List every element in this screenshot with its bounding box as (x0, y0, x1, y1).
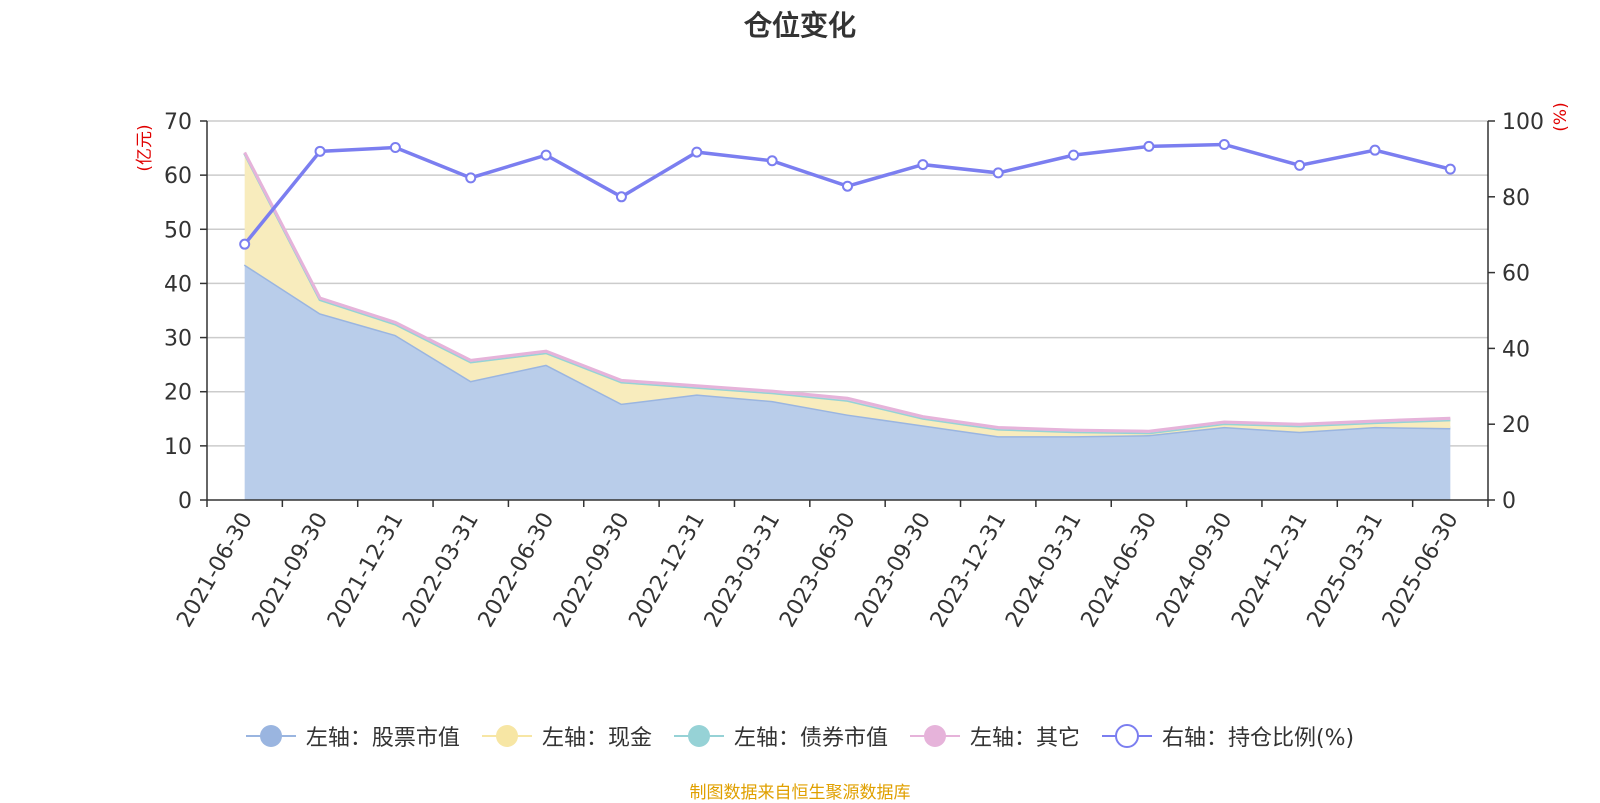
left-axis-unit: (亿元) (135, 124, 155, 171)
x-tick-label: 2024-09-30 (1152, 509, 1238, 632)
legend-item[interactable]: 左轴：债券市值 (673, 720, 888, 752)
area-edge-左轴：其它 (243, 151, 1451, 433)
left-tick-label: 20 (164, 381, 192, 406)
holding-ratio-point (540, 149, 552, 161)
right-tick-label: 60 (1502, 262, 1530, 287)
holding-ratio-point (1218, 138, 1230, 150)
x-tick-label: 2024-12-31 (1227, 509, 1313, 632)
legend-label: 左轴：其它 (969, 726, 1080, 751)
left-tick-label: 40 (164, 272, 192, 297)
left-tick-label: 70 (164, 110, 192, 135)
holding-ratio-point (615, 191, 627, 203)
left-tick-label: 10 (164, 435, 192, 460)
holding-ratio-point (239, 238, 251, 250)
x-tick-label: 2022-12-31 (624, 509, 710, 632)
legend-swatch (245, 725, 296, 747)
area-左轴：股票市值 (244, 264, 1451, 500)
holding-ratio-point (842, 180, 853, 192)
legend-swatch (909, 725, 960, 747)
right-axis-unit: (%) (1551, 102, 1571, 131)
x-tick-label: 2024-03-31 (1001, 509, 1087, 632)
legend-item[interactable]: 左轴：股票市值 (245, 720, 460, 752)
legend-swatch (1101, 724, 1152, 748)
legend-label: 左轴：债券市值 (733, 726, 888, 751)
left-tick-label: 30 (164, 327, 192, 352)
x-tick-label: 2021-12-31 (323, 508, 409, 631)
line-layer (239, 138, 1456, 250)
holding-ratio-point (1444, 163, 1456, 175)
right-tick-label: 0 (1502, 489, 1516, 514)
right-tick-label: 100 (1502, 110, 1544, 135)
legend-swatch (481, 725, 532, 747)
holding-ratio-point (766, 155, 778, 167)
legend-item[interactable]: 左轴：其它 (909, 720, 1080, 752)
x-tick-label: 2021-06-30 (172, 509, 258, 632)
holding-ratio-point (1143, 140, 1155, 152)
x-tick-label: 2022-09-30 (549, 509, 635, 632)
x-tick-label: 2021-09-30 (248, 509, 334, 632)
legend-label: 右轴：持仓比例(%) (1161, 726, 1355, 751)
holding-ratio-point (917, 159, 929, 171)
x-tick-label: 2023-12-31 (926, 508, 1012, 631)
legend-label: 左轴：股票市值 (305, 726, 460, 751)
holding-ratio-point (465, 172, 477, 184)
x-tick-label: 2022-03-31 (398, 509, 484, 632)
right-tick-label: 20 (1502, 413, 1530, 438)
x-tick-label: 2025-06-30 (1378, 509, 1464, 632)
x-tick-label: 2024-06-30 (1077, 509, 1163, 632)
chart-title: 仓位变化 (743, 9, 856, 42)
left-tick-label: 50 (164, 218, 192, 243)
x-tick-label: 2023-09-30 (850, 509, 936, 632)
source-note: 制图数据来自恒生聚源数据库 (689, 783, 911, 803)
legend-item[interactable]: 右轴：持仓比例(%) (1101, 720, 1355, 752)
right-tick-label: 80 (1502, 186, 1530, 211)
x-tick-label: 2022-06-30 (474, 509, 560, 632)
x-tick-label: 2023-03-31 (700, 509, 786, 632)
holding-ratio-point (389, 142, 401, 154)
area-layer (243, 151, 1451, 500)
x-tick-label: 2023-06-30 (775, 509, 861, 632)
left-tick-label: 0 (178, 489, 192, 514)
legend-swatch (673, 725, 724, 747)
chart-canvas: 0102030405060700204060801002021-06-30202… (135, 102, 1571, 632)
holding-ratio-point (314, 145, 326, 157)
legend-label: 左轴：现金 (541, 726, 652, 751)
holding-ratio-point (992, 167, 1004, 179)
holding-ratio-point (691, 146, 703, 158)
right-tick-label: 40 (1502, 337, 1530, 362)
legend: 左轴：股票市值 左轴：现金 左轴：债券市值 左轴：其它 右轴：持仓比例(%) (0, 720, 1600, 752)
holding-ratio-point (1369, 144, 1381, 156)
holding-ratio-point (1068, 149, 1080, 161)
x-tick-label: 2025-03-31 (1303, 509, 1389, 632)
left-tick-label: 60 (164, 164, 192, 189)
legend-item[interactable]: 左轴：现金 (481, 720, 652, 752)
holding-ratio-point (1294, 159, 1306, 171)
